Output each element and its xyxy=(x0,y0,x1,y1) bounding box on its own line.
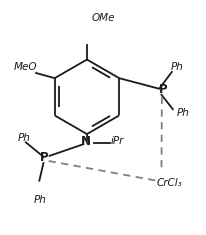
Text: Ph: Ph xyxy=(18,133,30,143)
Text: Ph: Ph xyxy=(170,62,183,72)
Text: Ph: Ph xyxy=(34,195,47,205)
Text: OMe: OMe xyxy=(91,13,115,23)
Text: P: P xyxy=(40,151,49,164)
Text: N: N xyxy=(81,135,90,148)
Text: P: P xyxy=(158,83,167,96)
Text: CrCl₃: CrCl₃ xyxy=(156,178,181,188)
Text: MeO: MeO xyxy=(13,62,37,72)
Text: Ph: Ph xyxy=(176,108,189,118)
Text: iPr: iPr xyxy=(110,136,124,146)
